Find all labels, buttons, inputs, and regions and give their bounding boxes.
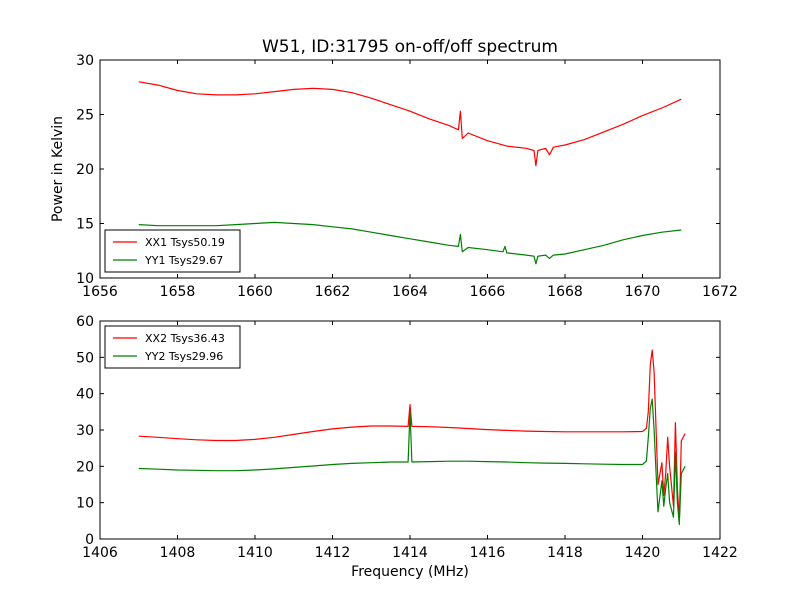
legend: XX1 Tsys50.19 YY1 Tsys29.67 xyxy=(104,229,241,273)
y-tick-label: 25 xyxy=(76,108,94,124)
x-tick-label: 1660 xyxy=(237,284,273,300)
series-lines xyxy=(138,81,682,265)
x-tick-label: 1416 xyxy=(470,545,506,561)
x-tick-label: 1420 xyxy=(625,545,661,561)
bottom-subplot: 1406 1408 1410 1412 1414 1416 1418 1420 1422 0 10 2… xyxy=(76,314,738,580)
legend-box xyxy=(104,325,241,369)
x-axis-label: Frequency (MHz) xyxy=(351,564,469,580)
x-tick-label: 1664 xyxy=(392,284,428,300)
y-tick-label: 10 xyxy=(76,271,94,287)
series-line-xx xyxy=(138,349,686,522)
x-tick-label: 1414 xyxy=(392,545,428,561)
top-subplot: 1656 1658 1660 1662 1664 1666 1668 1670 1672 10 15… xyxy=(50,37,738,300)
y-tick-label: 20 xyxy=(76,459,94,475)
legend-label: YY1 Tsys29.67 xyxy=(144,254,223,267)
series-line-xx xyxy=(138,81,682,167)
y-tick-label: 50 xyxy=(76,350,94,366)
x-tick-label: 1422 xyxy=(702,545,738,561)
y-tick-label: 60 xyxy=(76,314,94,330)
x-tick-label: 1418 xyxy=(547,545,583,561)
y-tick-label: 10 xyxy=(76,496,94,512)
x-tick-label: 1408 xyxy=(160,545,196,561)
y-tick-label: 30 xyxy=(76,53,94,69)
series-line-yy xyxy=(138,398,686,526)
legend-box xyxy=(104,229,241,273)
y-tick-label: 30 xyxy=(76,423,94,439)
legend: XX2 Tsys36.43 YY2 Tsys29.96 xyxy=(104,325,241,369)
legend-label: XX2 Tsys36.43 xyxy=(145,332,225,345)
x-tick-label: 1656 xyxy=(82,284,118,300)
legend-label: XX1 Tsys50.19 xyxy=(145,236,225,249)
x-tick-label: 1658 xyxy=(160,284,196,300)
x-tick-label: 1670 xyxy=(625,284,661,300)
x-tick-label: 1672 xyxy=(702,284,738,300)
x-tick-label: 1410 xyxy=(237,545,273,561)
y-tick-label: 15 xyxy=(76,217,94,233)
x-tick-label: 1406 xyxy=(82,545,118,561)
chart-title: W51, ID:31795 on-off/off spectrum xyxy=(262,37,558,57)
x-tick-label: 1662 xyxy=(315,284,351,300)
x-tick-label: 1668 xyxy=(547,284,583,300)
x-tick-label: 1666 xyxy=(470,284,506,300)
y-tick-label: 0 xyxy=(85,532,94,548)
legend-label: YY2 Tsys29.96 xyxy=(144,350,223,363)
series-line-yy xyxy=(138,221,682,265)
series-lines xyxy=(138,349,686,526)
y-axis-label: Power in Kelvin xyxy=(50,116,66,222)
y-tick-label: 20 xyxy=(76,162,94,178)
y-tick-label: 40 xyxy=(76,387,94,403)
x-tick-label: 1412 xyxy=(315,545,351,561)
